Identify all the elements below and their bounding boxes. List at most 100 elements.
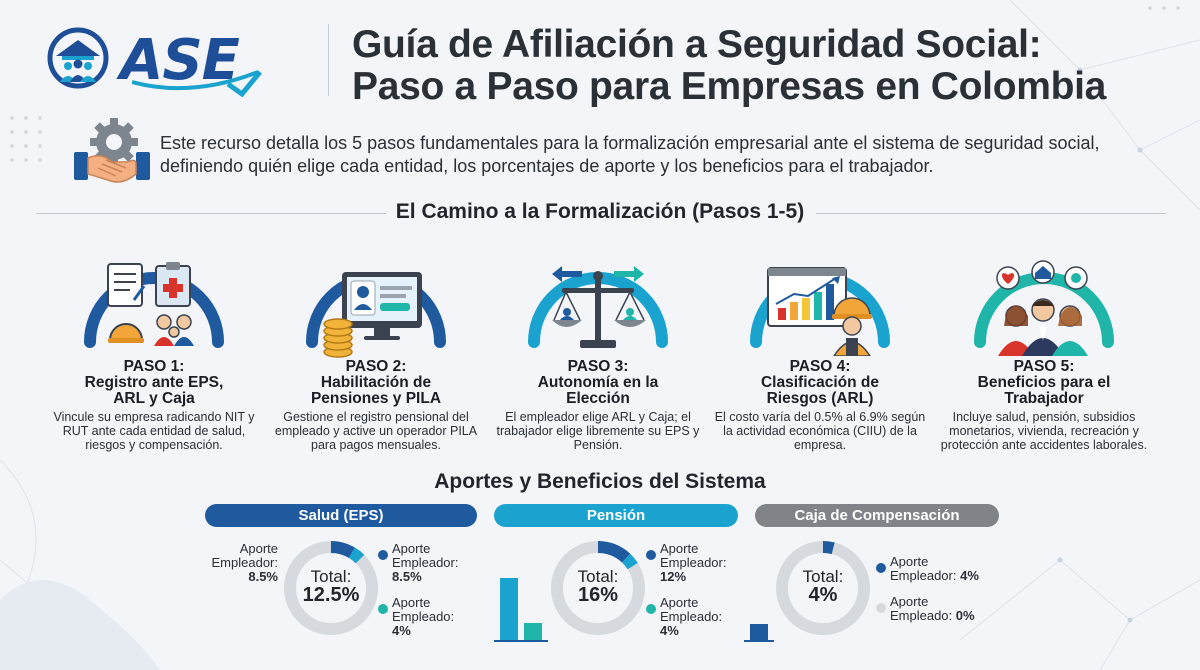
step-5-title-a: Beneficios para el	[977, 374, 1111, 391]
step-1-title-a: Registro ante EPS,	[84, 374, 224, 391]
step-2-label: PASO 2:	[345, 358, 407, 375]
title-line-1: Guía de Afiliación a Seguridad Social:	[352, 23, 1042, 66]
step-4-description: El costo varía del 0.5% al 6.9% según la…	[714, 410, 926, 452]
salud-left-label: Aporte Empleador: 8.5%	[206, 542, 278, 584]
caja-total-value: 4%	[808, 584, 838, 606]
caja-worker-label: Aporte Empleado: 0%	[890, 595, 1000, 623]
step-1-arc	[84, 272, 224, 348]
steps-heading: El Camino a la Formalización (Pasos 1-5)	[395, 200, 805, 223]
salud-worker-dot	[378, 604, 388, 614]
pension-donut-chart	[551, 541, 645, 635]
contributions-heading: Aportes y Beneficios del Sistema	[434, 470, 766, 493]
header-divider	[328, 24, 329, 96]
step-1-description: Vincule su empresa radicando NIT y RUT a…	[53, 410, 255, 452]
step-4-label: PASO 4:	[789, 358, 851, 375]
salud-worker-title-a: Aporte	[392, 595, 431, 610]
steps-heading-rule-left	[36, 213, 386, 214]
caja-employer-title-b: Empleador:	[890, 568, 957, 583]
step-1-title-b: ARL y Caja	[113, 390, 195, 407]
step-2-title: PASO 2: Habilitación de Pensiones y PILA	[266, 359, 486, 407]
pension-bar-baseline	[494, 640, 548, 642]
step-4-title-b: Riesgos (ARL)	[766, 390, 874, 407]
salud-donut-chart	[284, 541, 378, 635]
step-5-label: PASO 5:	[1013, 358, 1075, 375]
caja-worker-title-b: Empleado:	[890, 608, 953, 623]
pension-employer-title-a: Aporte	[660, 541, 699, 556]
salud-total-label: Total:	[310, 567, 352, 586]
caja-total-label: Total:	[802, 567, 844, 586]
step-3-title: PASO 3: Autonomía en la Elección	[488, 359, 708, 407]
pension-worker-bar	[524, 623, 542, 640]
step-4-title-a: Clasificación de	[760, 374, 879, 391]
step-3-label: PASO 3:	[567, 358, 629, 375]
step-5-description: Incluye salud, pensión, subsidios moneta…	[940, 410, 1148, 452]
step-1-title: PASO 1: Registro ante EPS, ARL y Caja	[44, 359, 264, 407]
salud-worker-label: Aporte Empleado: 4%	[392, 596, 482, 638]
step-3-title-a: Autonomía en la	[537, 374, 659, 391]
caja-bar-baseline	[744, 640, 774, 642]
pension-employer-title-b: Empleador:	[660, 555, 727, 570]
salud-employer-title-b: Empleador:	[392, 555, 459, 570]
step-2-title-b: Pensiones y PILA	[310, 390, 442, 407]
handshake-gear-icon	[74, 118, 150, 183]
step-4-title: PASO 4: Clasificación de Riesgos (ARL)	[710, 359, 930, 407]
salud-left-value: 8.5%	[248, 569, 278, 584]
caja-employer-title-a: Aporte	[890, 554, 929, 569]
caja-pill: Caja de Compensación	[755, 504, 999, 527]
balance-scale-icon	[552, 266, 646, 348]
caja-employer-label: Aporte Empleador: 4%	[890, 555, 1000, 583]
salud-left-title-a: Aporte	[239, 541, 278, 556]
step-2-description: Gestione el registro pensional del emple…	[274, 410, 478, 452]
salud-employer-value: 8.5%	[392, 569, 422, 584]
step-3-description: El empleador elige ARL y Caja; el trabaj…	[496, 410, 700, 452]
step-1-label: PASO 1:	[123, 358, 185, 375]
salud-employer-title-a: Aporte	[392, 541, 431, 556]
caja-donut-chart	[776, 541, 870, 635]
pension-worker-title-a: Aporte	[660, 595, 699, 610]
caja-total: Total: 4%	[773, 567, 873, 606]
title-line-2: Paso a Paso para Empresas en Colombia	[352, 65, 1107, 108]
pension-employer-segment	[551, 541, 645, 635]
step-3-title-b: Elección	[566, 390, 630, 407]
salud-total-value: 12.5%	[302, 584, 360, 606]
caja-employer-bar	[750, 624, 768, 640]
intro-section: Este recurso detalla los 5 pasos fundame…	[64, 118, 1164, 198]
pension-worker-title-b: Empleado:	[660, 609, 723, 624]
salud-pill: Salud (EPS)	[205, 504, 477, 527]
caja-worker-title-a: Aporte	[890, 594, 929, 609]
step-2-title-a: Habilitación de	[320, 374, 432, 391]
header: ASE Guía de Afiliación a Seguridad Socia…	[0, 0, 1200, 108]
pension-employer-dot	[646, 550, 656, 560]
steps-heading-rule-right	[816, 213, 1166, 214]
workers-benefits-icon	[996, 260, 1088, 356]
step-5-title-b: Trabajador	[1004, 390, 1084, 407]
salud-total: Total: 12.5%	[281, 567, 381, 606]
salud-employer-dot	[378, 550, 388, 560]
caja-employer-value: 4%	[960, 568, 979, 583]
step-5-title: PASO 5: Beneficios para el Trabajador	[934, 359, 1154, 407]
ase-logo: ASE	[42, 26, 282, 98]
pension-total: Total: 16%	[548, 567, 648, 606]
logo-emblem-icon	[47, 27, 109, 89]
salud-employer-label: Aporte Empleador: 8.5%	[392, 542, 482, 584]
intro-text: Este recurso detalla los 5 pasos fundame…	[160, 133, 1100, 176]
pension-total-label: Total:	[577, 567, 619, 586]
salud-worker-value: 4%	[392, 623, 411, 638]
salud-worker-title-b: Empleado:	[392, 609, 455, 624]
caja-employer-segment	[776, 541, 870, 635]
logo-check-swoosh-icon	[132, 70, 262, 98]
caja-worker-dot	[876, 603, 886, 613]
risk-chart-worker-icon	[767, 267, 872, 356]
page-title: Guía de Afiliación a Seguridad Social: P…	[352, 24, 1172, 108]
caja-worker-value: 0%	[955, 608, 975, 623]
documents-health-family-icon	[107, 262, 194, 346]
caja-employer-dot	[876, 563, 886, 573]
pension-total-value: 16%	[577, 584, 619, 606]
salud-employer-segment	[284, 541, 378, 635]
pension-worker-value: 4%	[660, 623, 679, 638]
pension-worker-dot	[646, 604, 656, 614]
computer-coins-icon	[323, 272, 422, 358]
pension-employer-value: 12%	[660, 569, 687, 584]
pension-worker-label: Aporte Empleado: 4%	[660, 596, 750, 638]
pension-employer-label: Aporte Empleador: 12%	[660, 542, 750, 584]
